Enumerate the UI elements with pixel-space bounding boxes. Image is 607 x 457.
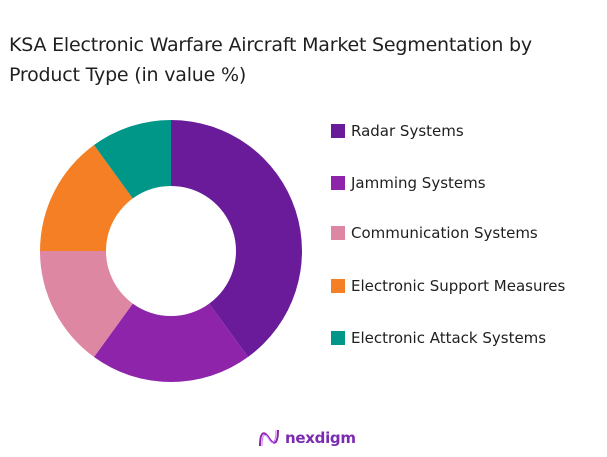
legend-label: Jamming Systems	[351, 174, 486, 192]
logo-text: nexdigm	[285, 429, 356, 447]
legend-label: Communication Systems	[351, 224, 538, 242]
legend-item-jamming-systems: Jamming Systems	[331, 174, 486, 192]
legend-swatch	[331, 331, 345, 345]
legend-swatch	[331, 124, 345, 138]
legend-item-radar-systems: Radar Systems	[331, 122, 464, 140]
legend-item-electronic-support-measures: Electronic Support Measures	[331, 277, 565, 295]
legend-swatch	[331, 279, 345, 293]
nexdigm-logo: nexdigm	[258, 428, 356, 448]
donut-slice-electronic-attack-systems	[94, 120, 171, 199]
chart-title-line1: KSA Electronic Warfare Aircraft Market S…	[9, 34, 532, 56]
legend-label: Electronic Support Measures	[351, 277, 566, 295]
nexdigm-logo-icon	[259, 429, 279, 447]
legend-item-communication-systems: Communication Systems	[331, 224, 538, 242]
donut-slices	[40, 120, 303, 383]
donut-slice-jamming-systems	[94, 303, 248, 383]
legend-swatch	[331, 226, 345, 240]
legend-label: Radar Systems	[351, 122, 464, 140]
chart-title: KSA Electronic Warfare Aircraft Market S…	[9, 30, 599, 90]
legend-label: Electronic Attack Systems	[351, 329, 547, 347]
legend-item-electronic-attack-systems: Electronic Attack Systems	[331, 329, 546, 347]
donut-slice-communication-systems	[40, 251, 133, 357]
chart-title-line2: Product Type (in value %)	[9, 64, 247, 86]
donut-slice-radar-systems	[171, 120, 303, 357]
legend-swatch	[331, 176, 345, 190]
donut-slice-electronic-support-measures	[40, 145, 133, 251]
